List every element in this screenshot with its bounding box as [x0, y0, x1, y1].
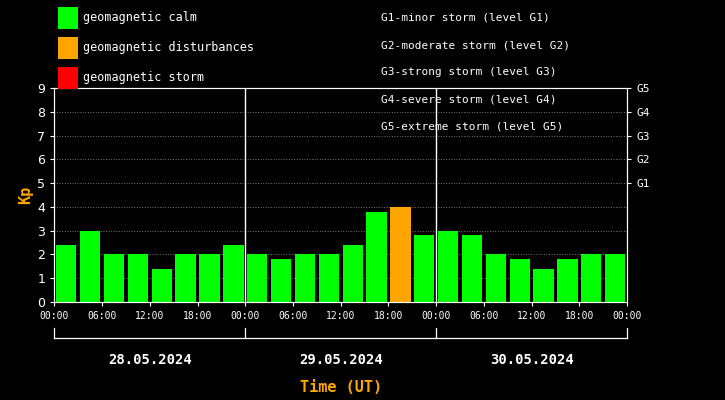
Bar: [104, 254, 124, 302]
Bar: [152, 269, 172, 302]
Bar: [175, 254, 196, 302]
Bar: [414, 236, 434, 302]
Bar: [462, 236, 482, 302]
Text: G1-minor storm (level G1): G1-minor storm (level G1): [381, 13, 550, 23]
Bar: [295, 254, 315, 302]
Bar: [319, 254, 339, 302]
Y-axis label: Kp: Kp: [18, 186, 33, 204]
Text: 29.05.2024: 29.05.2024: [299, 353, 383, 367]
Bar: [80, 231, 100, 302]
Bar: [247, 254, 268, 302]
Text: G4-severe storm (level G4): G4-severe storm (level G4): [381, 95, 556, 105]
Bar: [366, 212, 386, 302]
Text: geomagnetic disturbances: geomagnetic disturbances: [83, 42, 254, 54]
Text: Time (UT): Time (UT): [299, 380, 382, 396]
Text: geomagnetic calm: geomagnetic calm: [83, 12, 197, 24]
Bar: [558, 259, 578, 302]
Bar: [342, 245, 362, 302]
Bar: [534, 269, 554, 302]
Bar: [486, 254, 506, 302]
Bar: [199, 254, 220, 302]
Text: G3-strong storm (level G3): G3-strong storm (level G3): [381, 68, 556, 78]
Bar: [223, 245, 244, 302]
Bar: [438, 231, 458, 302]
Bar: [56, 245, 76, 302]
Text: G2-moderate storm (level G2): G2-moderate storm (level G2): [381, 40, 570, 50]
Bar: [271, 259, 291, 302]
Bar: [390, 207, 410, 302]
Text: G5-extreme storm (level G5): G5-extreme storm (level G5): [381, 122, 563, 132]
Bar: [581, 254, 602, 302]
Text: geomagnetic storm: geomagnetic storm: [83, 72, 204, 84]
Text: 30.05.2024: 30.05.2024: [490, 353, 573, 367]
Bar: [605, 254, 626, 302]
Text: 28.05.2024: 28.05.2024: [108, 353, 191, 367]
Bar: [128, 254, 148, 302]
Bar: [510, 259, 530, 302]
